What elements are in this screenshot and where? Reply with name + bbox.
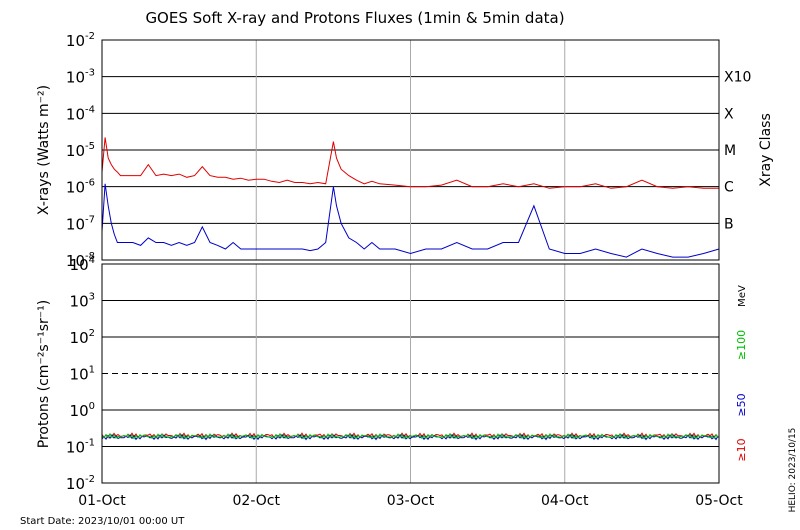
tick-base: 10 bbox=[70, 402, 89, 420]
xray-y-tick-labels: 10-810-710-610-510-410-310-2 bbox=[66, 31, 95, 270]
xray-class-label: B bbox=[724, 216, 734, 232]
proton-legend-entry: ≥50 bbox=[735, 393, 748, 416]
tick-exponent: -4 bbox=[85, 104, 95, 115]
tick-base: 10 bbox=[70, 256, 89, 274]
tick-exponent: -8 bbox=[85, 251, 95, 262]
xray-y-tick-label: 10-6 bbox=[66, 178, 95, 197]
proton-y-tick-label: 10-1 bbox=[66, 438, 95, 457]
tick-base: 10 bbox=[70, 293, 89, 311]
proton-y-tick-label: 102 bbox=[70, 328, 95, 347]
x-tick-label: 01-Oct bbox=[78, 493, 126, 509]
xray-series-group bbox=[101, 137, 720, 258]
xray-class-label: C bbox=[724, 180, 734, 196]
tick-base: 10 bbox=[66, 179, 85, 197]
tick-base: 10 bbox=[70, 366, 89, 384]
tick-base: 10 bbox=[66, 439, 85, 457]
x-tick-label: 05-Oct bbox=[695, 493, 743, 509]
tick-exponent: 2 bbox=[89, 328, 95, 339]
proton-y-tick-label: 10-2 bbox=[66, 474, 95, 493]
chart-title: GOES Soft X-ray and Protons Fluxes (1min… bbox=[145, 9, 564, 27]
tick-exponent: -7 bbox=[85, 214, 95, 225]
x-tick-label: 04-Oct bbox=[541, 493, 589, 509]
energy-unit-label: MeV bbox=[737, 285, 748, 307]
tick-base: 10 bbox=[66, 69, 85, 87]
proton-legend-entry: ≥10 bbox=[735, 438, 748, 461]
xray-gridlines bbox=[102, 40, 719, 260]
proton-y-tick-label: 100 bbox=[70, 401, 95, 420]
xray-y-tick-label: 10-8 bbox=[66, 251, 95, 270]
tick-base: 10 bbox=[66, 32, 85, 50]
tick-exponent: 1 bbox=[89, 365, 95, 376]
xray-y-tick-label: 10-3 bbox=[66, 68, 95, 87]
xray-y-axis-label: X-rays (Watts m⁻²) bbox=[36, 85, 52, 215]
proton-plot-frame bbox=[101, 263, 720, 484]
xray-class-label: X10 bbox=[724, 70, 751, 86]
tick-exponent: -2 bbox=[85, 31, 95, 42]
xray-class-axis-label: Xray Class bbox=[758, 113, 774, 187]
proton-y-tick-label: 104 bbox=[70, 255, 95, 274]
proton-legend-entry: ≥100 bbox=[735, 330, 748, 360]
proton-y-tick-label: 101 bbox=[70, 365, 95, 384]
xray-series-line-1 bbox=[101, 183, 720, 258]
proton-series-group bbox=[101, 432, 719, 441]
xray-y-tick-label: 10-4 bbox=[66, 104, 95, 123]
proton-series-line-2 bbox=[101, 433, 719, 440]
tick-base: 10 bbox=[66, 252, 85, 270]
tick-exponent: 3 bbox=[89, 292, 95, 303]
tick-exponent: 0 bbox=[89, 401, 95, 412]
xray-series-line-0 bbox=[101, 137, 719, 189]
tick-exponent: -3 bbox=[85, 68, 95, 79]
proton-y-axis-label: Protons (cm⁻²s⁻¹sr⁻¹) bbox=[36, 300, 52, 449]
xray-plot-frame bbox=[101, 39, 720, 261]
tick-base: 10 bbox=[66, 105, 85, 123]
proton-gridlines bbox=[102, 264, 719, 483]
x-tick-labels: 01-Oct 02-Oct 03-Oct 04-Oct 05-Oct bbox=[78, 493, 743, 509]
x-tick-label: 02-Oct bbox=[233, 493, 281, 509]
tick-base: 10 bbox=[66, 475, 85, 493]
xray-y-tick-label: 10-7 bbox=[66, 214, 95, 233]
proton-y-tick-label: 103 bbox=[70, 292, 95, 311]
xray-class-labels: B C M X X10 bbox=[724, 70, 751, 233]
proton-energy-legend: ≥10 ≥50 ≥100 bbox=[735, 330, 748, 462]
x-tick-label: 03-Oct bbox=[387, 493, 435, 509]
xray-y-tick-label: 10-2 bbox=[66, 31, 95, 50]
tick-base: 10 bbox=[66, 142, 85, 160]
start-date-label: Start Date: 2023/10/01 00:00 UT bbox=[20, 516, 185, 527]
tick-exponent: 4 bbox=[89, 255, 95, 266]
tick-exponent: -2 bbox=[85, 474, 95, 485]
tick-exponent: -5 bbox=[85, 141, 95, 152]
xray-class-label: M bbox=[724, 143, 736, 159]
tick-base: 10 bbox=[66, 215, 85, 233]
xray-y-tick-label: 10-5 bbox=[66, 141, 95, 160]
tick-exponent: -1 bbox=[85, 438, 95, 449]
xray-class-label: X bbox=[724, 106, 734, 122]
tick-base: 10 bbox=[70, 329, 89, 347]
tick-exponent: -6 bbox=[85, 178, 95, 189]
helio-stamp: HELIO: 2023/10/15 bbox=[788, 428, 798, 513]
